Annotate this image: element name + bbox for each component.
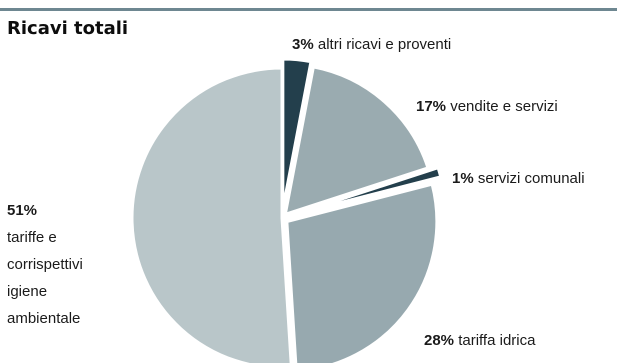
name-tariffe-igiene-line-3: igiene bbox=[7, 283, 48, 300]
pie-slice-tariffe-4 bbox=[130, 66, 293, 363]
label-altri-ricavi: 3% altri ricavi e proventi bbox=[292, 34, 451, 56]
label-vendite-servizi: 17% vendite e servizi bbox=[416, 96, 558, 118]
label-tariffa-idrica: 28% tariffa idrica bbox=[424, 330, 535, 352]
top-rule bbox=[0, 8, 617, 11]
name-altri-ricavi: altri ricavi e proventi bbox=[317, 36, 452, 53]
name-tariffa-idrica: tariffa idrica bbox=[458, 332, 536, 349]
chart-title: Ricavi totali bbox=[7, 18, 129, 39]
pct-servizi-comunali: 1% bbox=[452, 170, 474, 187]
name-tariffe-igiene-line-4: ambientale bbox=[7, 310, 81, 327]
label-servizi-comunali: 1% servizi comunali bbox=[452, 168, 585, 190]
name-vendite-servizi: vendite e servizi bbox=[450, 98, 558, 115]
pct-tariffe-igiene: 51% bbox=[7, 202, 38, 219]
pct-altri-ricavi: 3% bbox=[292, 36, 314, 53]
pct-vendite-servizi: 17% bbox=[416, 98, 447, 115]
pie-slice-vendite-1 bbox=[283, 65, 430, 217]
pie-slice-tariffa-3 bbox=[285, 182, 439, 363]
label-tariffe-igiene: 51% tariffe e corrispettivi igiene ambie… bbox=[7, 200, 83, 335]
name-servizi-comunali: servizi comunali bbox=[477, 170, 585, 187]
pie-slice-servizi-2 bbox=[294, 165, 443, 216]
name-tariffe-igiene-line-1: tariffe e bbox=[7, 229, 57, 246]
pie-slice-altri-0 bbox=[281, 57, 313, 210]
pct-tariffa-idrica: 28% bbox=[424, 332, 455, 349]
name-tariffe-igiene-line-2: corrispettivi bbox=[7, 256, 83, 273]
